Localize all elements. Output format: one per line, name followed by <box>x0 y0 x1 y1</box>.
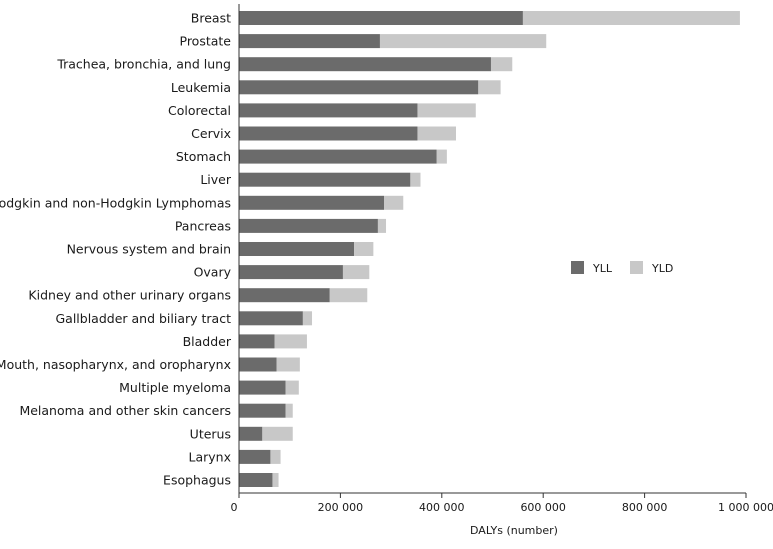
bar-yld-colorectal <box>417 103 476 118</box>
x-axis-title: DALYs (number) <box>470 524 558 537</box>
bars-group <box>239 11 740 487</box>
category-label-multiple-myeloma: Multiple myeloma <box>119 380 231 395</box>
bar-yld-uterus <box>262 426 293 441</box>
legend: YLL YLD <box>571 261 673 275</box>
bar-yld-cervix <box>417 126 456 141</box>
category-label-hodgkin-and-non-hodgkin-lymphomas: Hodgkin and non-Hodgkin Lymphomas <box>0 195 231 210</box>
bar-yll-uterus <box>239 426 263 441</box>
legend-swatch-yld <box>630 261 643 274</box>
bar-yld-kidney-and-other-urinary-organs <box>329 288 368 303</box>
category-label-larynx: Larynx <box>189 449 231 464</box>
bar-yld-melanoma-and-other-skin-cancers <box>285 403 293 418</box>
bar-yld-esophagus <box>272 473 279 487</box>
category-label-leukemia: Leukemia <box>171 80 231 95</box>
category-label-trachea-bronchia-and-lung: Trachea, bronchia, and lung <box>56 57 231 72</box>
x-tick-label: 1 000 000 <box>718 501 773 514</box>
bar-yll-kidney-and-other-urinary-organs <box>239 288 330 303</box>
bar-yld-ovary <box>342 265 370 280</box>
category-label-breast: Breast <box>191 11 231 26</box>
bar-yld-leukemia <box>478 80 501 95</box>
bar-yld-multiple-myeloma <box>285 380 299 395</box>
x-tick-label: 800 000 <box>622 501 668 514</box>
bar-yld-mouth-nasopharynx-and-oropharynx <box>276 357 300 372</box>
bar-yld-pancreas <box>377 218 387 233</box>
category-label-melanoma-and-other-skin-cancers: Melanoma and other skin cancers <box>19 403 231 418</box>
legend-label-yll: YLL <box>592 262 613 275</box>
bar-yld-prostate <box>379 34 547 49</box>
x-tick-label: 0 <box>231 501 238 514</box>
category-label-kidney-and-other-urinary-organs: Kidney and other urinary organs <box>28 288 231 303</box>
bar-yll-gallbladder-and-biliary-tract <box>239 311 303 326</box>
category-label-bladder: Bladder <box>183 334 232 349</box>
bar-yld-bladder <box>274 334 307 349</box>
bar-yll-pancreas <box>239 218 378 233</box>
bar-yll-cervix <box>239 126 418 141</box>
category-label-pancreas: Pancreas <box>175 218 231 233</box>
bar-yld-larynx <box>270 449 281 464</box>
category-label-cervix: Cervix <box>191 126 231 141</box>
category-label-liver: Liver <box>200 172 232 187</box>
bar-yll-bladder <box>239 334 275 349</box>
x-tick-label: 400 000 <box>419 501 465 514</box>
category-label-uterus: Uterus <box>190 426 231 441</box>
category-label-ovary: Ovary <box>194 265 232 280</box>
bar-yll-esophagus <box>239 473 273 487</box>
category-label-mouth-nasopharynx-and-oropharynx: Mouth, nasopharynx, and oropharynx <box>0 357 231 372</box>
bar-yll-mouth-nasopharynx-and-oropharynx <box>239 357 277 372</box>
x-tick-label: 200 000 <box>318 501 364 514</box>
bar-yld-liver <box>410 172 421 187</box>
x-tick-label: 600 000 <box>520 501 566 514</box>
bar-yll-ovary <box>239 265 343 280</box>
bar-yld-trachea-bronchia-and-lung <box>490 57 513 72</box>
bar-yll-larynx <box>239 449 271 464</box>
bar-yld-breast <box>522 11 740 25</box>
bar-yll-hodgkin-and-non-hodgkin-lymphomas <box>239 195 385 210</box>
bar-yld-hodgkin-and-non-hodgkin-lymphomas <box>384 195 404 210</box>
x-axis-ticks: 0 200 000 400 000 600 000 800 000 1 000 000 <box>231 493 773 514</box>
legend-label-yld: YLD <box>651 262 673 275</box>
category-label-prostate: Prostate <box>180 34 232 49</box>
bar-yll-multiple-myeloma <box>239 380 286 395</box>
bar-yll-prostate <box>239 34 380 49</box>
bar-yll-leukemia <box>239 80 479 95</box>
category-label-colorectal: Colorectal <box>168 103 231 118</box>
bar-yll-liver <box>239 172 411 187</box>
category-label-gallbladder-and-biliary-tract: Gallbladder and biliary tract <box>55 311 231 326</box>
bar-yll-nervous-system-and-brain <box>239 242 355 256</box>
legend-swatch-yll <box>571 261 584 274</box>
category-labels: Breast Prostate Trachea, bronchia, and lun… <box>0 11 232 488</box>
bar-yll-breast <box>239 11 523 25</box>
bar-yld-nervous-system-and-brain <box>354 242 374 256</box>
category-label-nervous-system-and-brain: Nervous system and brain <box>67 242 231 257</box>
bar-yld-stomach <box>436 149 447 164</box>
bar-yll-trachea-bronchia-and-lung <box>239 57 491 72</box>
category-label-stomach: Stomach <box>176 149 231 164</box>
bar-yld-gallbladder-and-biliary-tract <box>302 311 313 326</box>
bar-yll-stomach <box>239 149 437 164</box>
bar-yll-melanoma-and-other-skin-cancers <box>239 403 286 418</box>
category-label-esophagus: Esophagus <box>163 473 231 488</box>
bar-yll-colorectal <box>239 103 418 118</box>
